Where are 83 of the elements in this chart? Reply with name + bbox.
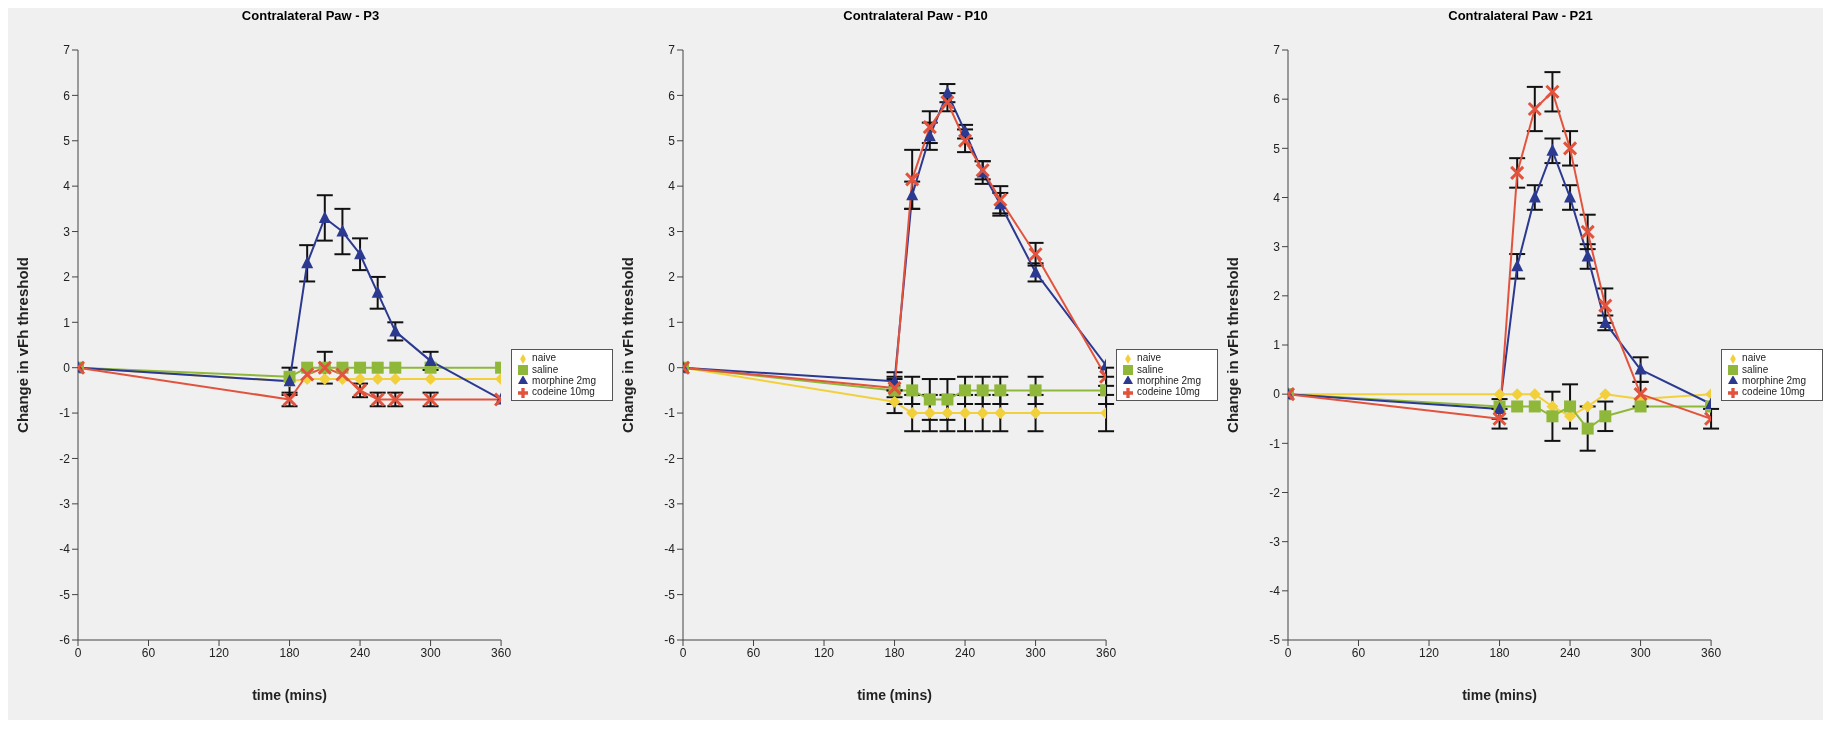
- legend-label: morphine 2mg: [1137, 375, 1201, 386]
- y-tick-label: 1: [1273, 338, 1281, 353]
- y-tick-label: -3: [59, 497, 71, 512]
- x-tick-label: 360: [1096, 645, 1117, 660]
- x-tick-label: 120: [209, 645, 230, 660]
- y-axis-title: Change in vFh threshold: [1224, 257, 1242, 433]
- y-tick-label: -5: [59, 587, 71, 602]
- x-tick-label: 300: [1025, 645, 1046, 660]
- y-tick-label: -4: [664, 542, 676, 557]
- x-tick-label: 300: [420, 645, 441, 660]
- x-tick-label: 0: [74, 645, 82, 660]
- legend-label: naive: [1742, 352, 1766, 364]
- y-tick-label: -3: [1269, 534, 1281, 549]
- legend-label: saline: [1137, 363, 1164, 375]
- legend-label: morphine 2mg: [532, 375, 596, 386]
- legend-label: codeine 10mg: [1742, 386, 1805, 398]
- x-tick-label: 360: [1701, 645, 1722, 660]
- legend-label: saline: [1742, 363, 1769, 375]
- y-axis-title: Change in vFh threshold: [14, 257, 32, 433]
- chart-title: Contralateral Paw - P3: [240, 8, 381, 25]
- y-tick-label: -4: [1269, 584, 1281, 599]
- y-tick-label: 4: [668, 179, 676, 194]
- legend-label: codeine 10mg: [1137, 386, 1200, 398]
- y-tick-label: 3: [668, 224, 676, 239]
- y-tick-label: 7: [1273, 43, 1281, 58]
- y-tick-label: 2: [668, 270, 676, 285]
- y-tick-label: 7: [63, 43, 71, 58]
- x-tick-label: 0: [679, 645, 687, 660]
- x-axis-title: time (mins): [252, 687, 327, 703]
- x-tick-label: 60: [141, 645, 156, 660]
- y-tick-label: -1: [664, 406, 676, 421]
- x-tick-label: 240: [350, 645, 371, 660]
- y-tick-label: 2: [63, 270, 71, 285]
- y-tick-label: -1: [59, 406, 71, 421]
- y-tick-label: -6: [664, 633, 676, 648]
- x-tick-label: 300: [1630, 645, 1651, 660]
- x-axis-title: time (mins): [1462, 687, 1537, 703]
- y-tick-label: 0: [1273, 387, 1281, 402]
- y-tick-label: -2: [664, 451, 676, 466]
- legend-label: naive: [1137, 352, 1161, 364]
- x-tick-label: 0: [1284, 645, 1292, 660]
- y-tick-label: -5: [664, 587, 676, 602]
- y-tick-label: 4: [63, 179, 71, 194]
- x-tick-label: 180: [884, 645, 905, 660]
- x-axis-title: time (mins): [857, 687, 932, 703]
- y-tick-label: -3: [664, 497, 676, 512]
- x-tick-label: 360: [491, 645, 512, 660]
- x-tick-label: 240: [955, 645, 976, 660]
- x-tick-label: 180: [279, 645, 300, 660]
- x-tick-label: 240: [1560, 645, 1581, 660]
- y-tick-label: 6: [668, 88, 676, 103]
- chart-title: Contralateral Paw - P10: [842, 8, 989, 25]
- x-tick-label: 60: [1351, 645, 1366, 660]
- y-tick-label: -6: [59, 633, 71, 648]
- y-tick-label: 1: [668, 315, 676, 330]
- legend-label: saline: [532, 363, 559, 375]
- chart-title: Contralateral Paw - P21: [1447, 8, 1594, 25]
- y-tick-label: 5: [1273, 141, 1281, 156]
- y-tick-label: 3: [1273, 239, 1281, 254]
- y-tick-label: -1: [1269, 436, 1281, 451]
- y-tick-label: 0: [63, 360, 71, 375]
- y-tick-label: 4: [1273, 190, 1281, 205]
- legend-label: codeine 10mg: [532, 386, 595, 398]
- y-tick-label: 3: [63, 224, 71, 239]
- y-tick-label: 1: [63, 315, 71, 330]
- y-tick-label: -5: [1269, 633, 1281, 648]
- y-tick-label: 6: [1273, 92, 1281, 107]
- y-axis-title: Change in vFh threshold: [619, 257, 637, 433]
- y-tick-label: 5: [668, 134, 676, 149]
- y-tick-label: 7: [668, 43, 676, 58]
- y-tick-label: 6: [63, 88, 71, 103]
- x-tick-label: 120: [814, 645, 835, 660]
- y-tick-label: 0: [668, 360, 676, 375]
- y-tick-label: 2: [1273, 289, 1281, 304]
- x-tick-label: 120: [1419, 645, 1440, 660]
- legend-label: morphine 2mg: [1742, 375, 1806, 386]
- x-tick-label: 60: [746, 645, 761, 660]
- x-tick-label: 180: [1489, 645, 1510, 660]
- y-tick-label: -4: [59, 542, 71, 557]
- y-tick-label: -2: [1269, 485, 1281, 500]
- legend-label: naive: [532, 352, 556, 364]
- y-tick-label: -2: [59, 451, 71, 466]
- y-tick-label: 5: [63, 134, 71, 149]
